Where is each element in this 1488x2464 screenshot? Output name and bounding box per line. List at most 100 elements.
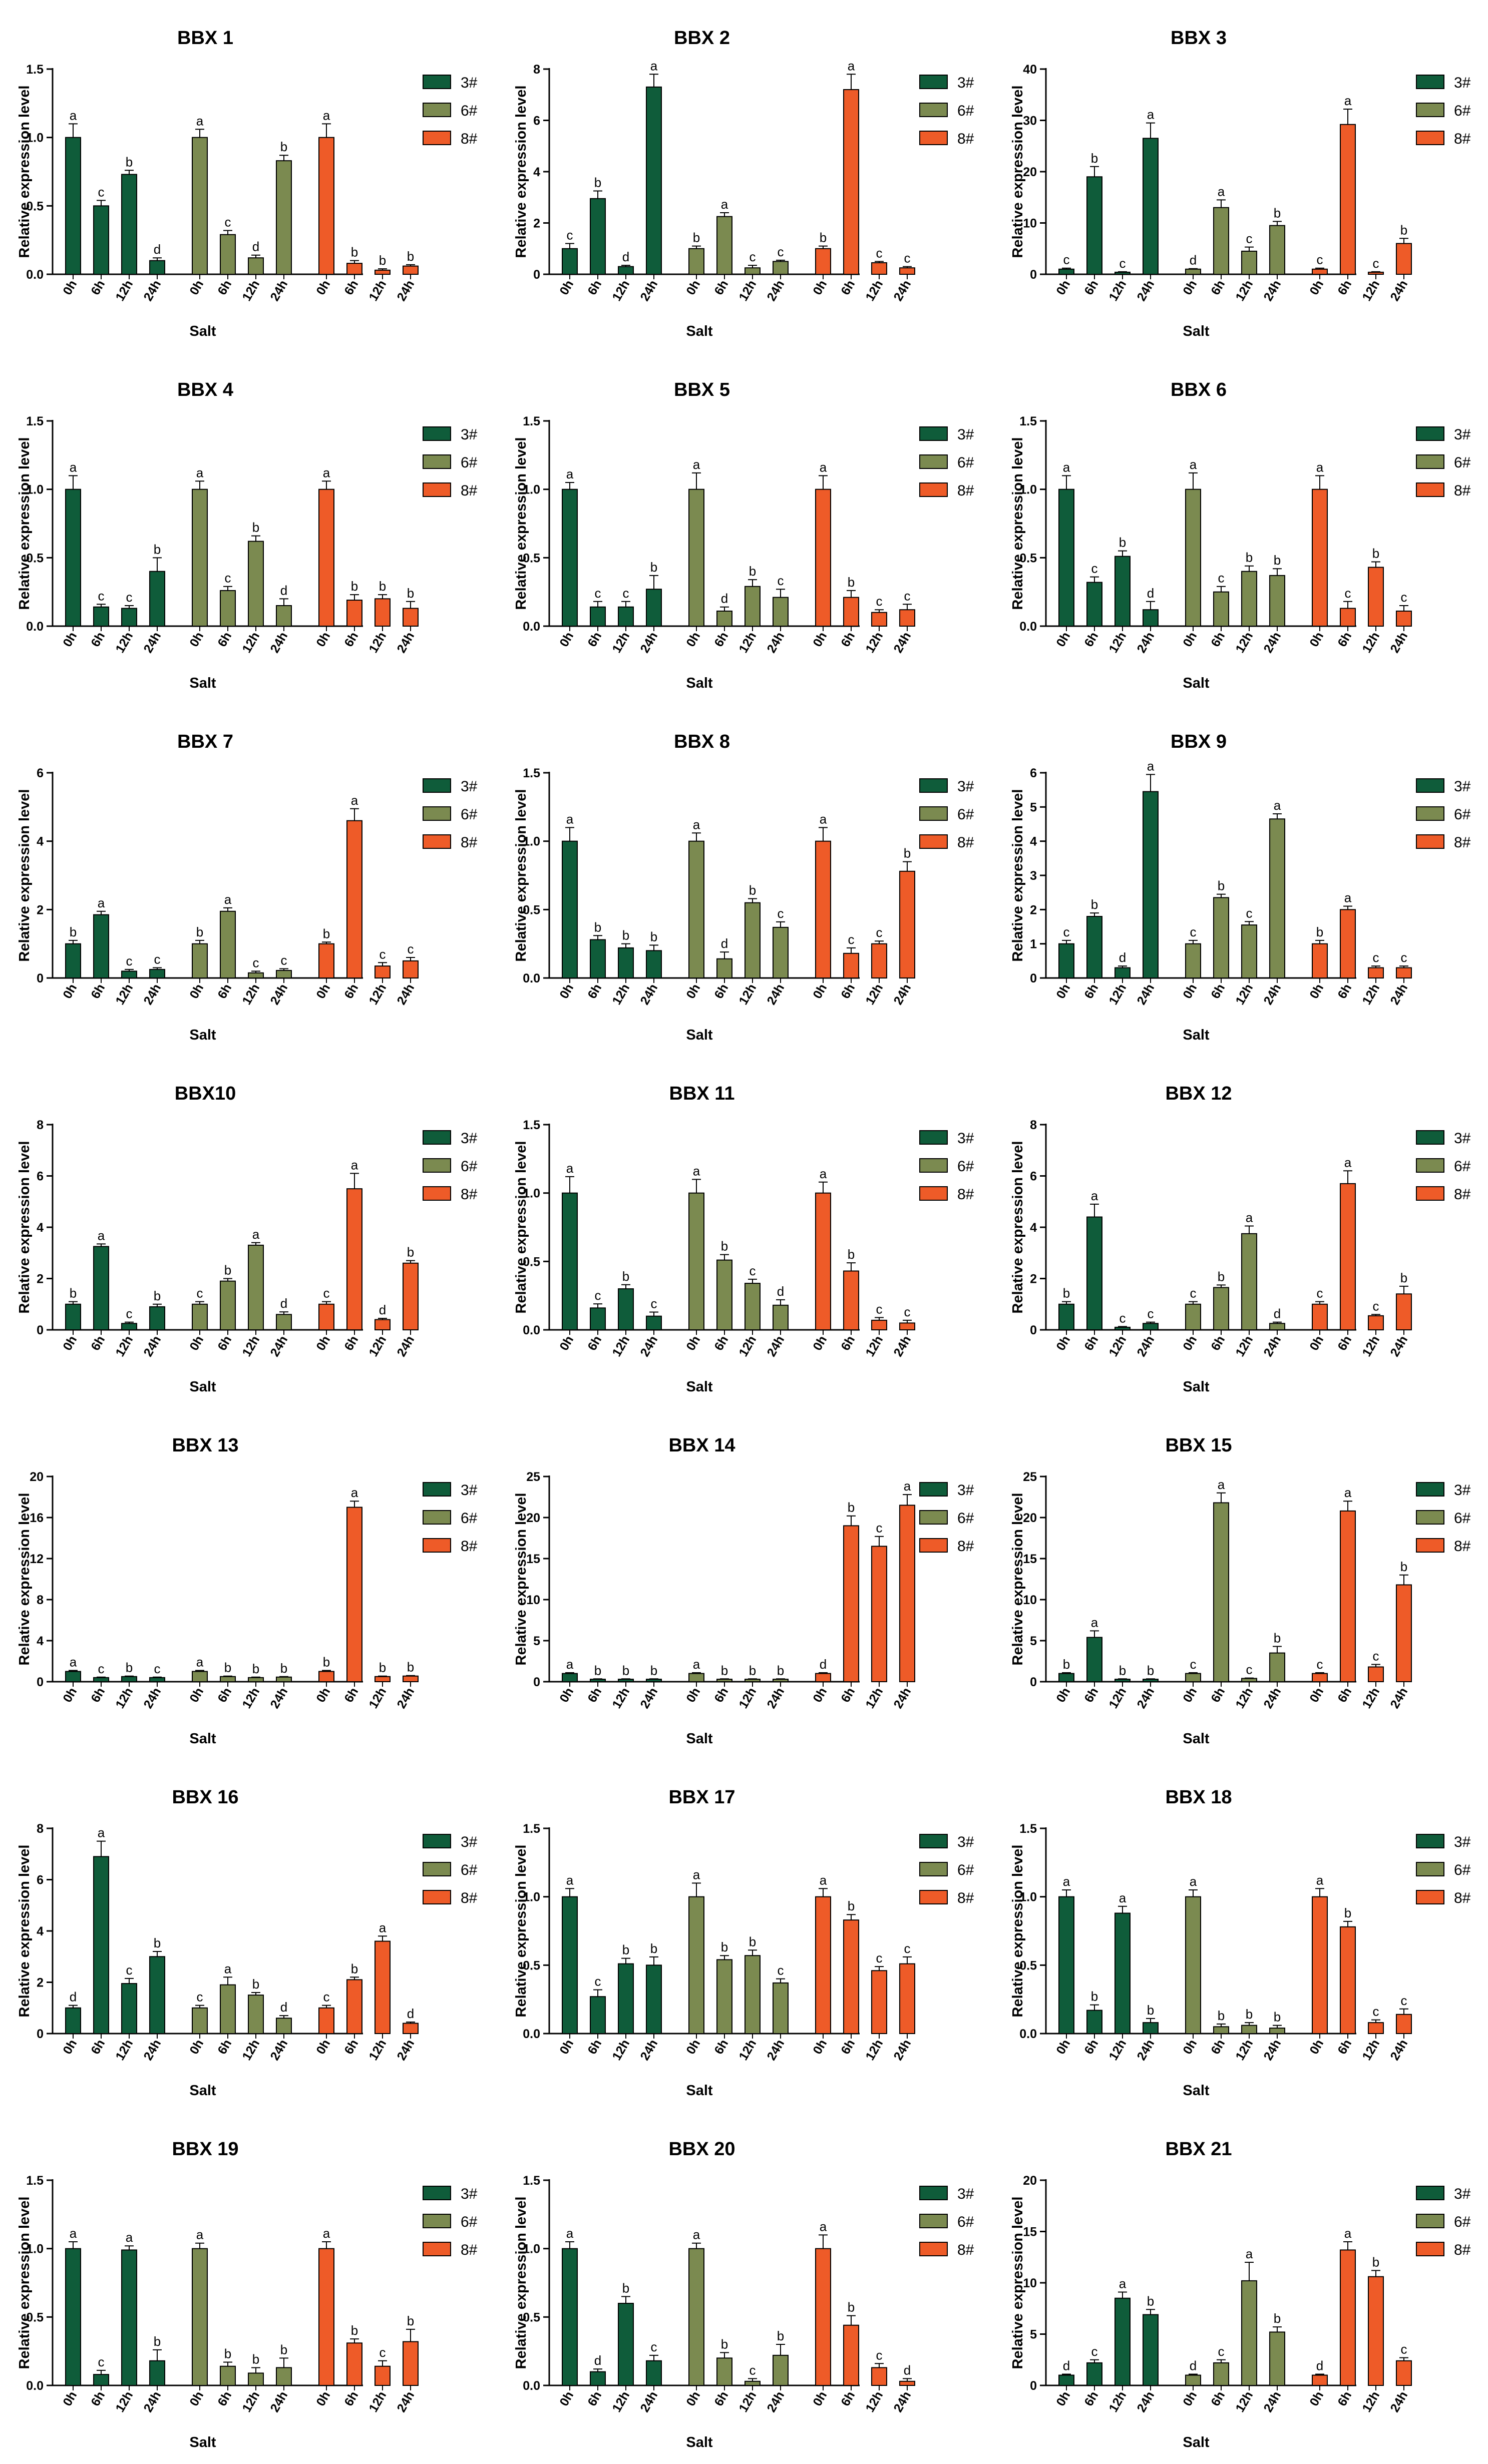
y-tick-label: 20: [1023, 2174, 1037, 2188]
legend-swatch: [423, 454, 451, 469]
y-tick-label: 10: [1023, 2276, 1037, 2290]
x-tick-label: 12h: [239, 630, 262, 655]
significance-letter: d: [1190, 253, 1197, 268]
legend-swatch: [919, 2242, 948, 2256]
x-tick-label: 0h: [683, 630, 703, 649]
significance-letter: b: [622, 928, 629, 943]
bar: [815, 248, 831, 275]
significance-letter: a: [196, 465, 204, 480]
x-tick-label: 24h: [141, 1685, 164, 1711]
x-tick-label: 12h: [1359, 1333, 1382, 1359]
legend-swatch: [919, 1130, 948, 1145]
x-tick-label: 6h: [838, 278, 858, 297]
x-tick-label: 24h: [1134, 1333, 1157, 1359]
x-tick-label: 0h: [313, 278, 333, 297]
significance-letter: a: [693, 1867, 700, 1882]
x-tick-label: 6h: [1208, 1685, 1228, 1705]
x-tick-label: 6h: [1208, 2037, 1228, 2057]
significance-letter: d: [721, 591, 728, 606]
significance-letter: b: [70, 924, 77, 939]
significance-letter: d: [280, 2000, 287, 2015]
bar: [65, 1671, 81, 1682]
significance-letter: a: [351, 793, 358, 808]
significance-letter: a: [1063, 1874, 1070, 1889]
x-tick-label: 12h: [366, 981, 389, 1007]
bar: [1312, 2374, 1328, 2386]
significance-letter: b: [323, 1654, 330, 1669]
significance-letter: b: [1274, 1630, 1281, 1645]
significance-letter: c: [1190, 1657, 1197, 1672]
x-tick-label: 0h: [187, 278, 206, 297]
x-tick-label: 24h: [394, 630, 417, 655]
legend-label: 3#: [461, 1834, 478, 1850]
bar: [745, 1679, 761, 1683]
bar: [815, 488, 831, 627]
legend-swatch: [919, 454, 948, 469]
significance-letter: a: [323, 465, 330, 480]
x-tick-label: 12h: [609, 1685, 632, 1711]
significance-letter: b: [848, 2300, 855, 2315]
legend-label: 6#: [461, 454, 478, 471]
bar: [1058, 2374, 1074, 2386]
bar: [1396, 1584, 1412, 1683]
significance-letter: d: [70, 1990, 77, 2005]
bar: [899, 870, 915, 978]
legend-swatch: [423, 1130, 451, 1145]
significance-letter: a: [904, 1479, 911, 1494]
x-tick-label: 24h: [267, 2037, 290, 2063]
significance-letter: c: [778, 1963, 784, 1978]
significance-letter: c: [876, 925, 883, 940]
bar: [871, 943, 887, 978]
x-tick-label: 24h: [267, 278, 290, 303]
bar: [562, 488, 578, 627]
significance-letter: c: [1317, 1286, 1323, 1301]
x-axis-label: Salt: [1183, 1379, 1210, 1395]
x-tick-label: 24h: [891, 1685, 914, 1711]
y-tick-label: 1.0: [523, 2242, 540, 2256]
x-tick-label: 0h: [1307, 981, 1326, 1001]
significance-letter: b: [407, 1245, 414, 1260]
significance-letter: c: [876, 1301, 883, 1316]
x-tick-label: 12h: [736, 981, 759, 1007]
bar: [192, 2248, 208, 2386]
x-tick-label: 24h: [267, 981, 290, 1007]
legend-label: 8#: [1454, 1186, 1471, 1203]
y-tick-label: 1.5: [26, 2174, 44, 2188]
bar: [276, 1314, 292, 1330]
bar: [346, 2342, 362, 2386]
significance-letter: a: [70, 459, 77, 474]
legend-label: 6#: [1454, 1862, 1471, 1878]
bar: [1086, 1637, 1102, 1682]
x-tick-label: 12h: [609, 2389, 632, 2414]
significance-letter: a: [1147, 107, 1155, 122]
x-tick-label: 0h: [313, 2037, 333, 2057]
significance-letter: b: [749, 1934, 756, 1949]
y-tick-label: 0.5: [26, 551, 44, 565]
legend-label: 6#: [1454, 2214, 1471, 2230]
significance-letter: a: [820, 1166, 827, 1181]
significance-letter: c: [225, 571, 231, 586]
bar: [745, 586, 761, 627]
significance-letter: b: [351, 245, 358, 260]
y-axis-label: Relative expression level: [513, 1141, 529, 1314]
x-tick-label: 24h: [764, 278, 787, 303]
bar: [1185, 1673, 1201, 1682]
legend-label: 3#: [461, 2186, 478, 2202]
significance-letter: c: [380, 2345, 386, 2360]
significance-letter: a: [693, 1657, 700, 1672]
x-tick-label: 0h: [557, 2389, 576, 2408]
x-tick-label: 0h: [60, 630, 80, 649]
x-tick-label: 12h: [1233, 2389, 1256, 2414]
x-tick-label: 24h: [1387, 1685, 1410, 1711]
significance-letter: c: [1120, 256, 1126, 271]
legend-label: 8#: [461, 1538, 478, 1555]
y-tick-label: 6: [533, 114, 540, 128]
legend-swatch: [1416, 1862, 1444, 1876]
significance-letter: b: [280, 139, 287, 154]
legend-swatch: [1416, 1482, 1444, 1497]
y-tick-label: 12: [30, 1552, 44, 1566]
significance-letter: c: [225, 215, 231, 230]
legend-label: 8#: [957, 1890, 974, 1906]
x-tick-label: 6h: [711, 630, 731, 649]
